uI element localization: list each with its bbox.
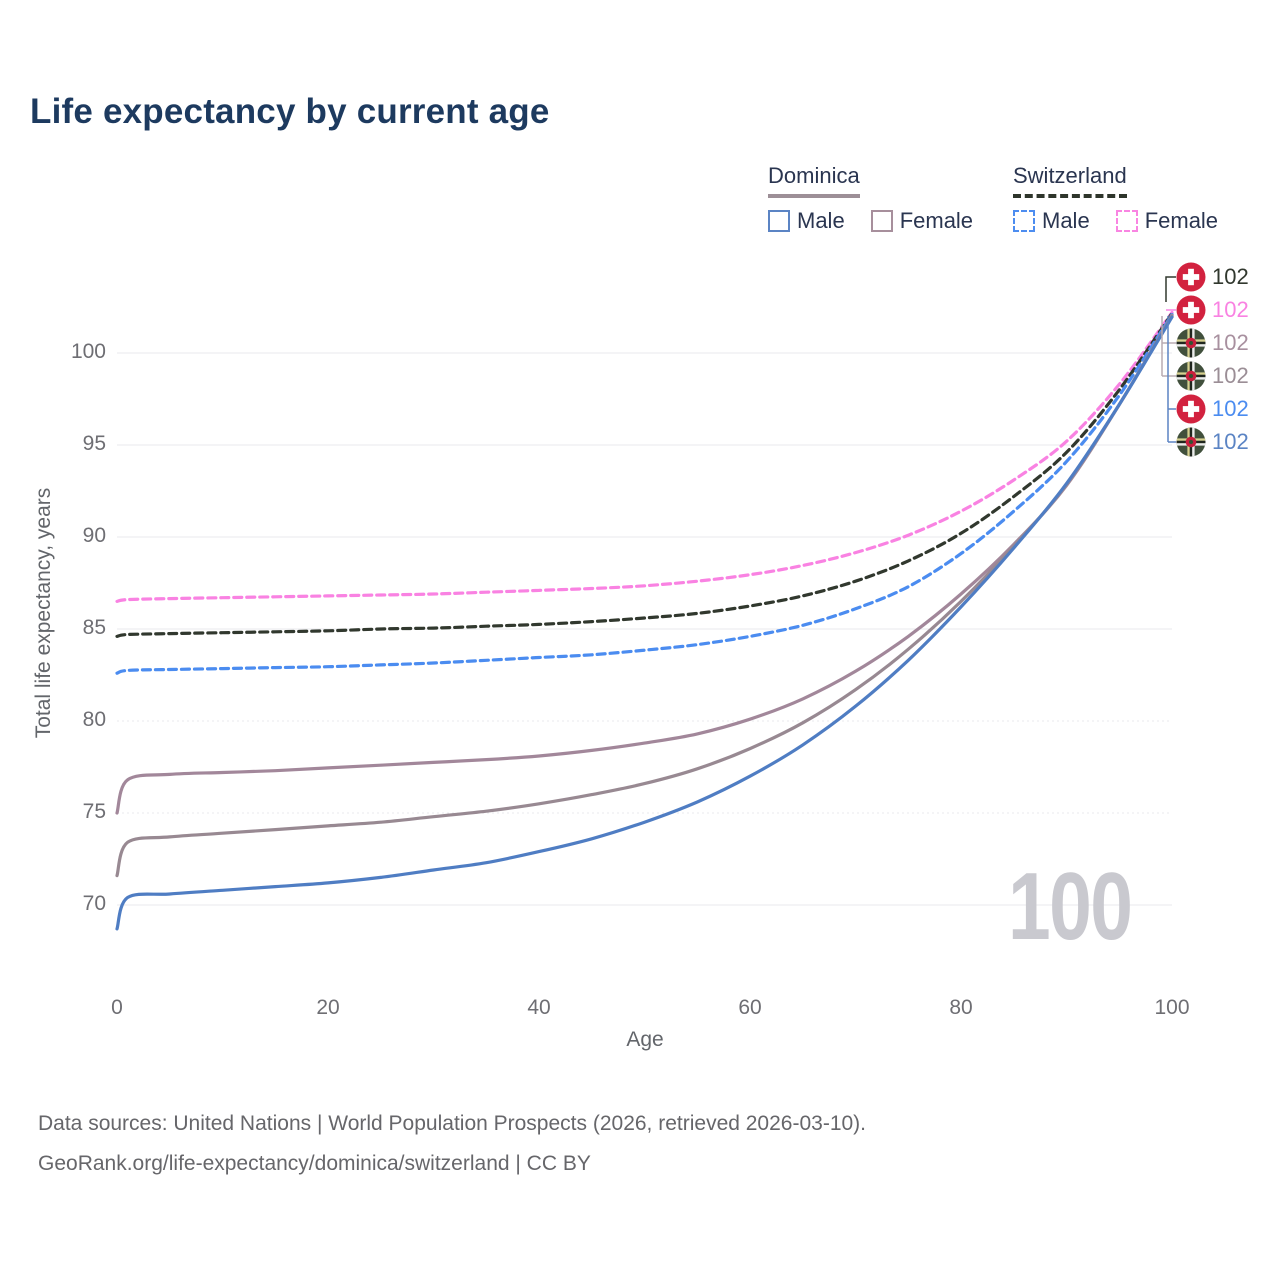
dominica-female-swatch-icon: [870, 210, 893, 232]
y-tick-label: 80: [82, 708, 106, 731]
x-tick-label: 20: [316, 996, 340, 1019]
end-label-switzerland-total: 102: [1212, 264, 1249, 289]
y-tick-label: 90: [82, 524, 106, 547]
legend-label: Male: [797, 208, 845, 233]
dominica-male-swatch-icon: [768, 210, 790, 232]
end-label-dominica-male: 102: [1212, 429, 1249, 454]
x-tick-label: 100: [1154, 996, 1190, 1019]
legend-label: Male: [1042, 208, 1090, 233]
end-label-switzerland-male: 102: [1212, 396, 1249, 421]
y-tick-label: 100: [70, 340, 106, 363]
page-title: Life expectancy by current age: [30, 92, 550, 131]
legend-items-dominica: Male Female: [768, 208, 973, 234]
y-tick-label: 70: [82, 892, 106, 915]
end-label-dominica-total: 102: [1212, 363, 1249, 388]
footer-attribution: GeoRank.org/life-expectancy/dominica/swi…: [38, 1152, 591, 1175]
legend-country-dominica: Dominica: [768, 163, 860, 198]
legend-item-switzerland-female[interactable]: Female: [1115, 208, 1219, 234]
footer-data-sources: Data sources: United Nations | World Pop…: [38, 1112, 867, 1135]
x-tick-label: 60: [738, 996, 762, 1019]
legend-item-switzerland-male[interactable]: Male: [1013, 208, 1090, 234]
y-tick-label: 75: [82, 800, 106, 823]
watermark-age-100: 100: [1008, 853, 1133, 960]
end-label-dominica-female: 102: [1212, 330, 1249, 355]
legend-item-dominica-male[interactable]: Male: [768, 208, 845, 234]
legend-country-switzerland: Switzerland: [1013, 163, 1127, 198]
switzerland-female-swatch-icon: [1115, 210, 1138, 232]
legend-item-dominica-female[interactable]: Female: [870, 208, 974, 234]
x-tick-label: 80: [949, 996, 973, 1019]
legend-group-dominica: Dominica Male Female: [768, 163, 973, 234]
legend-items-switzerland: Male Female: [1013, 208, 1218, 234]
switzerland-male-swatch-icon: [1013, 210, 1035, 232]
y-tick-label: 85: [82, 616, 106, 639]
legend-label: Female: [899, 208, 974, 233]
x-tick-label: 0: [111, 996, 123, 1019]
footer: Data sources: United Nations | World Pop…: [38, 1104, 866, 1184]
legend-label: Female: [1144, 208, 1219, 233]
x-tick-label: 40: [527, 996, 551, 1019]
end-label-switzerland-female: 102: [1212, 297, 1249, 322]
legend-group-switzerland: Switzerland Male Female: [1013, 163, 1218, 234]
y-tick-label: 95: [82, 432, 106, 455]
x-axis-title: Age: [626, 1028, 664, 1051]
